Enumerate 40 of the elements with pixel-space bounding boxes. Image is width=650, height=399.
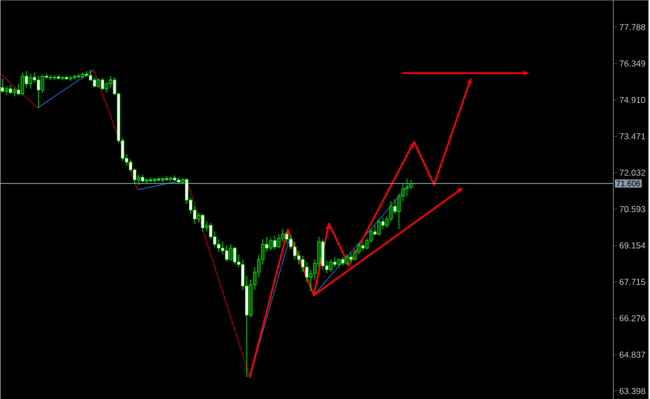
candlestick	[48, 74, 52, 80]
candlestick	[297, 250, 300, 265]
candlestick	[60, 76, 64, 81]
candlestick	[277, 234, 280, 248]
candlestick	[269, 237, 272, 251]
candlestick	[329, 258, 333, 272]
y-tick-label: 63.398	[620, 388, 646, 394]
candlestick	[12, 87, 16, 97]
candlestick	[36, 76, 40, 108]
candlestick	[285, 231, 288, 244]
candlestick	[0, 78, 4, 93]
y-tick-label: 72.032	[620, 169, 646, 176]
candlestick	[305, 262, 308, 282]
y-tick-label: 76.349	[620, 60, 646, 66]
candlestick	[201, 213, 204, 232]
y-tick-label: 70.593	[620, 206, 646, 212]
candlestick	[233, 246, 236, 265]
candlestick	[273, 234, 276, 250]
candlestick	[92, 76, 96, 88]
y-tick-label: 73.471	[620, 133, 646, 140]
candlestick	[353, 248, 357, 261]
y-tick-label: 64.837	[620, 351, 646, 358]
candlestick	[377, 218, 381, 236]
y-tick-label: 74.910	[620, 96, 646, 103]
y-tick-label: 67.715	[620, 278, 646, 285]
candlestick	[225, 245, 228, 262]
candlestick	[333, 256, 337, 268]
candlestick	[28, 73, 32, 89]
candlestick	[229, 244, 232, 261]
y-tick-label: 77.788	[620, 24, 646, 30]
candlestick	[52, 74, 56, 80]
y-tick-label: 69.154	[620, 242, 646, 248]
candlestick	[217, 238, 220, 252]
candlestick	[72, 74, 76, 80]
candlestick	[84, 70, 88, 78]
y-tick-label: 66.276	[620, 315, 646, 322]
candlestick	[293, 241, 296, 260]
candlestick	[100, 77, 104, 90]
candlestick	[345, 254, 349, 266]
candlestick	[20, 72, 24, 96]
